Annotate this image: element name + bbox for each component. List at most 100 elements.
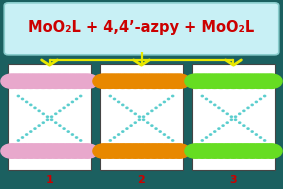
Circle shape bbox=[255, 101, 258, 103]
Circle shape bbox=[247, 107, 249, 108]
Circle shape bbox=[230, 74, 244, 84]
Circle shape bbox=[143, 74, 165, 88]
Circle shape bbox=[77, 74, 91, 84]
Circle shape bbox=[162, 144, 184, 158]
Circle shape bbox=[125, 74, 139, 84]
Circle shape bbox=[106, 74, 120, 84]
Circle shape bbox=[64, 74, 85, 88]
Circle shape bbox=[222, 125, 224, 126]
Circle shape bbox=[204, 144, 226, 158]
Circle shape bbox=[138, 144, 152, 154]
Circle shape bbox=[239, 122, 241, 123]
Circle shape bbox=[113, 98, 115, 100]
Circle shape bbox=[55, 113, 57, 115]
Circle shape bbox=[198, 144, 219, 158]
Circle shape bbox=[235, 74, 257, 88]
Circle shape bbox=[46, 119, 48, 120]
Circle shape bbox=[156, 74, 171, 84]
Circle shape bbox=[65, 74, 79, 84]
Circle shape bbox=[58, 74, 72, 84]
Circle shape bbox=[198, 144, 212, 154]
FancyBboxPatch shape bbox=[4, 3, 279, 55]
Circle shape bbox=[155, 128, 157, 129]
Text: 1: 1 bbox=[46, 176, 53, 185]
Circle shape bbox=[168, 74, 190, 88]
Circle shape bbox=[226, 113, 228, 115]
Circle shape bbox=[1, 74, 23, 88]
Circle shape bbox=[33, 74, 47, 84]
Circle shape bbox=[122, 104, 124, 106]
Circle shape bbox=[236, 144, 250, 154]
Circle shape bbox=[248, 144, 269, 158]
Circle shape bbox=[255, 74, 269, 84]
Circle shape bbox=[71, 134, 74, 135]
Circle shape bbox=[64, 144, 85, 158]
Circle shape bbox=[222, 110, 224, 112]
Circle shape bbox=[205, 137, 207, 138]
Circle shape bbox=[80, 95, 82, 97]
Circle shape bbox=[57, 144, 79, 158]
Circle shape bbox=[109, 140, 112, 141]
Circle shape bbox=[25, 101, 28, 103]
Circle shape bbox=[218, 128, 220, 129]
Circle shape bbox=[229, 144, 251, 158]
Circle shape bbox=[17, 95, 20, 97]
Circle shape bbox=[163, 134, 166, 135]
Circle shape bbox=[25, 134, 28, 135]
Circle shape bbox=[99, 74, 121, 88]
Circle shape bbox=[27, 144, 41, 154]
Circle shape bbox=[260, 137, 261, 138]
Circle shape bbox=[168, 137, 170, 138]
Circle shape bbox=[156, 144, 177, 158]
Circle shape bbox=[198, 74, 212, 84]
Circle shape bbox=[38, 125, 40, 126]
Circle shape bbox=[236, 74, 250, 84]
Circle shape bbox=[147, 122, 149, 123]
Circle shape bbox=[239, 113, 241, 115]
Circle shape bbox=[251, 104, 253, 106]
Circle shape bbox=[205, 98, 207, 100]
Circle shape bbox=[76, 144, 98, 158]
Circle shape bbox=[59, 125, 61, 126]
Circle shape bbox=[67, 104, 69, 106]
Circle shape bbox=[70, 74, 92, 88]
Circle shape bbox=[45, 74, 67, 88]
Circle shape bbox=[134, 122, 136, 123]
Circle shape bbox=[204, 144, 218, 154]
Circle shape bbox=[34, 107, 36, 108]
Circle shape bbox=[32, 74, 54, 88]
Circle shape bbox=[117, 134, 120, 135]
Circle shape bbox=[46, 74, 60, 84]
Circle shape bbox=[131, 144, 152, 158]
Circle shape bbox=[247, 128, 249, 129]
Circle shape bbox=[226, 122, 228, 123]
Circle shape bbox=[20, 144, 35, 154]
Circle shape bbox=[119, 74, 133, 84]
Circle shape bbox=[216, 74, 238, 88]
Circle shape bbox=[126, 107, 128, 108]
Circle shape bbox=[42, 122, 44, 123]
Circle shape bbox=[112, 144, 134, 158]
Circle shape bbox=[20, 144, 42, 158]
Circle shape bbox=[39, 144, 60, 158]
Text: MoO₂L + 4,4’-azpy + MoO₂L: MoO₂L + 4,4’-azpy + MoO₂L bbox=[28, 20, 255, 36]
Circle shape bbox=[192, 74, 206, 84]
Circle shape bbox=[235, 144, 257, 158]
Circle shape bbox=[112, 144, 127, 154]
Circle shape bbox=[51, 119, 53, 120]
Circle shape bbox=[263, 95, 266, 97]
Circle shape bbox=[71, 74, 85, 84]
Circle shape bbox=[149, 74, 171, 88]
Circle shape bbox=[59, 110, 61, 112]
Circle shape bbox=[8, 74, 22, 84]
Circle shape bbox=[20, 74, 42, 88]
Circle shape bbox=[230, 144, 244, 154]
Circle shape bbox=[38, 110, 40, 112]
Circle shape bbox=[171, 95, 174, 97]
Circle shape bbox=[144, 74, 158, 84]
Circle shape bbox=[143, 119, 145, 120]
Circle shape bbox=[67, 131, 69, 132]
Circle shape bbox=[162, 74, 184, 88]
Circle shape bbox=[63, 107, 65, 108]
Circle shape bbox=[27, 74, 41, 84]
